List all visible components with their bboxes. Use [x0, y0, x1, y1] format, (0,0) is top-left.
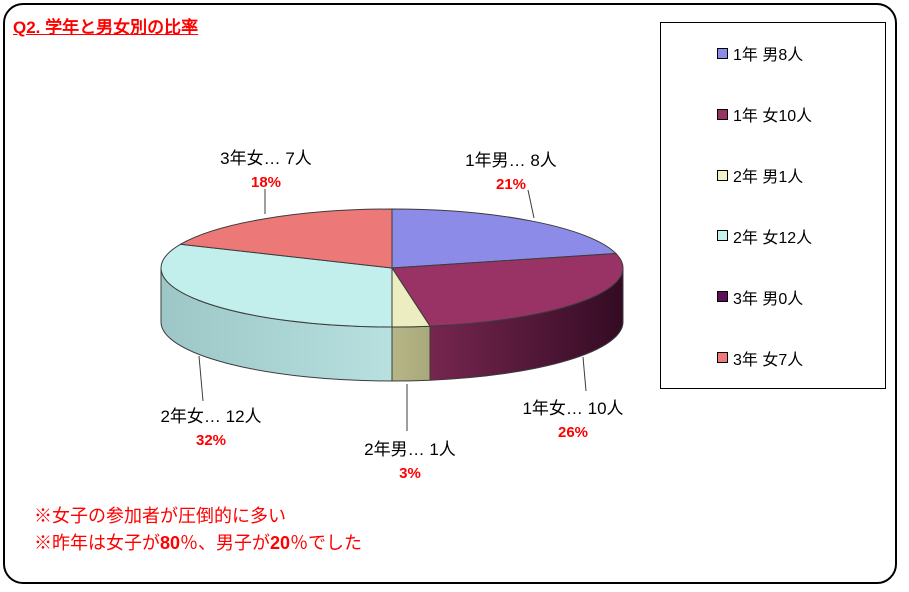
pie-slice-5 — [180, 208, 393, 269]
legend-item-label: 3年 男0人 — [733, 290, 804, 308]
chart-legend: 1年 男8人 1年 女10人 2年 男1人 2年 女12人 3年 男0人 3年 … — [660, 22, 886, 389]
slice-label-text: 3年女… 7人 — [220, 149, 312, 168]
legend-item-label: 2年 男1人 — [733, 169, 804, 187]
legend-item-grade2-female: 2年 女12人 — [717, 205, 885, 266]
legend-swatch-icon — [717, 169, 728, 181]
pie-slice-2 — [391, 325, 431, 382]
legend-item-grade1-male: 1年 男8人 — [717, 23, 885, 84]
leader-line-grade1-female — [582, 356, 587, 392]
slice-label-grade2-male: 2年男… 1人 3% — [364, 435, 456, 482]
legend-swatch-icon — [717, 47, 728, 59]
pie-slice-3 — [160, 243, 393, 328]
legend-item-grade3-male: 3年 男0人 — [717, 266, 885, 327]
legend-item-grade2-male: 2年 男1人 — [717, 145, 885, 206]
leader-line-grade2-female — [198, 355, 204, 402]
slice-label-grade3-female: 3年女… 7人 18% — [220, 144, 312, 191]
footnote-bold-value: 20 — [270, 533, 291, 553]
slice-label-percent: 32% — [195, 432, 227, 449]
footnotes: ※女子の参加者が圧倒的に多い ※昨年は女子が80％、男子が20％でした — [34, 503, 362, 557]
footnote-bold-value: 80 — [160, 533, 181, 553]
slice-label-percent: 26% — [557, 424, 589, 441]
slice-label-text: 2年男… 1人 — [364, 440, 456, 459]
footnote-line1: ※女子の参加者が圧倒的に多い — [34, 506, 286, 526]
slice-label-percent: 18% — [250, 174, 282, 191]
pie-slice-0 — [391, 208, 617, 269]
legend-item-label: 1年 女10人 — [733, 108, 813, 126]
chart-title: Q2. 学年と男女別の比率 — [13, 18, 199, 37]
slice-label-percent: 21% — [495, 176, 527, 193]
leader-line-grade1-male — [527, 189, 535, 219]
pie-slice-1 — [391, 253, 624, 327]
legend-item-grade3-female: 3年 女7人 — [717, 327, 885, 388]
legend-item-label: 1年 男8人 — [733, 47, 804, 65]
legend-item-label: 3年 女7人 — [733, 351, 804, 369]
footnote-line2: ※昨年は女子が80％、男子が20％でした — [34, 533, 363, 553]
slice-label-grade2-female: 2年女… 12人 32% — [160, 402, 261, 449]
slice-label-text: 1年男… 8人 — [465, 151, 557, 170]
legend-item-label: 2年 女12人 — [733, 229, 813, 247]
slice-label-grade1-female: 1年女… 10人 26% — [522, 394, 623, 441]
legend-swatch-icon — [717, 291, 728, 303]
legend-swatch-icon — [717, 230, 728, 242]
slice-label-text: 1年女… 10人 — [522, 399, 624, 418]
slice-label-percent: 3% — [399, 465, 421, 482]
legend-swatch-icon — [717, 108, 728, 120]
legend-swatch-icon — [717, 352, 728, 364]
pie-3d — [160, 208, 624, 382]
legend-item-grade1-female: 1年 女10人 — [717, 84, 885, 145]
slice-label-grade1-male: 1年男… 8人 21% — [465, 146, 557, 193]
slice-label-text: 2年女… 12人 — [160, 407, 262, 426]
